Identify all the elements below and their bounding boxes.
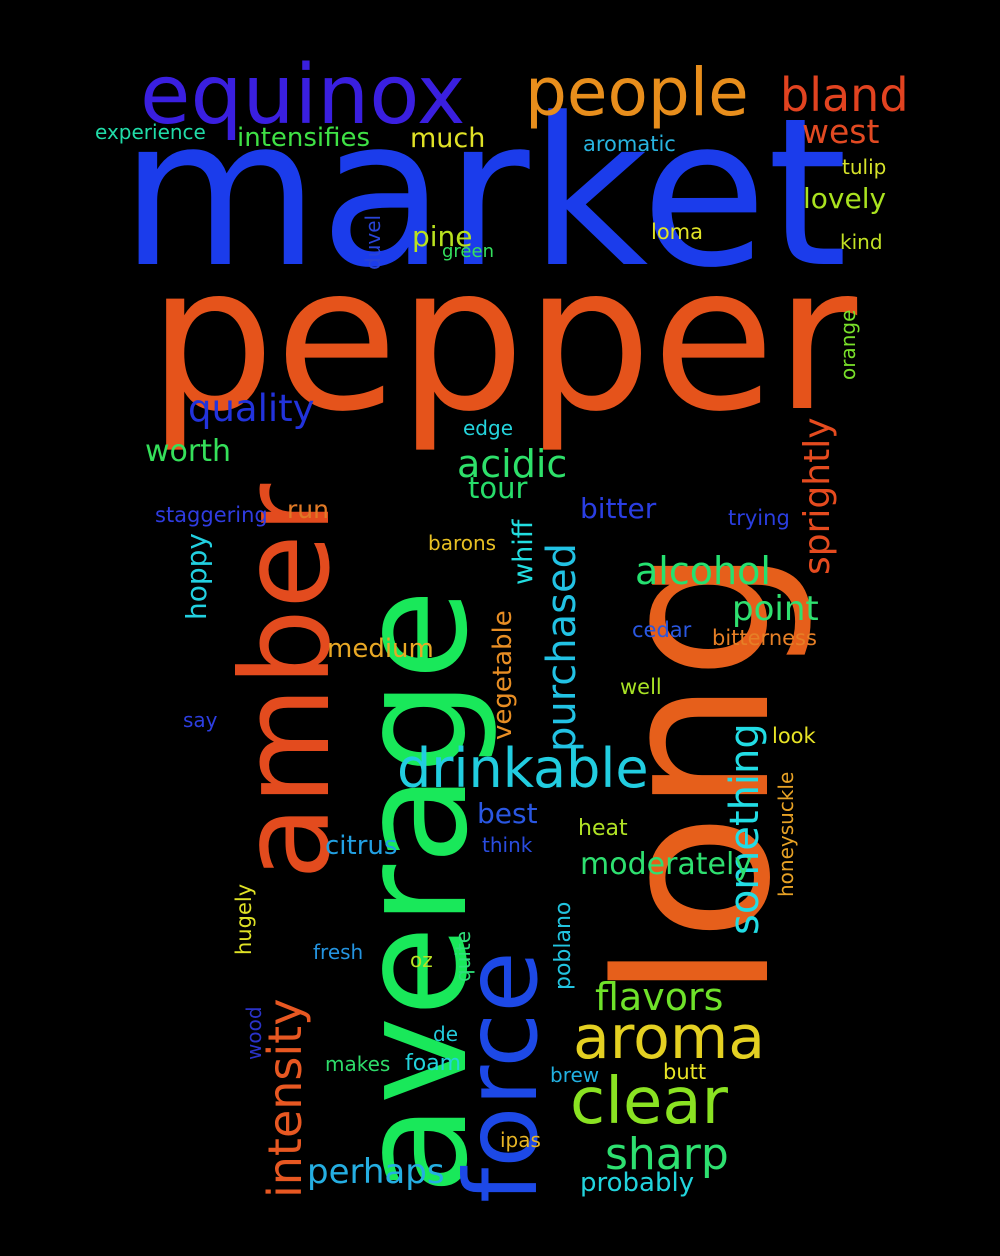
word-market: market xyxy=(120,75,848,313)
word-citrus: citrus xyxy=(325,831,398,861)
word-equinox: equinox xyxy=(140,48,466,143)
word-quality: quality xyxy=(188,387,315,430)
word-makes: makes xyxy=(325,1052,391,1076)
word-perhaps: perhaps xyxy=(307,1152,445,1192)
word-well: well xyxy=(620,675,662,699)
word-staggering: staggering xyxy=(155,503,268,527)
word-flavors: flavors xyxy=(595,975,724,1019)
word-something: something xyxy=(722,723,768,935)
word-quite: quite xyxy=(451,930,475,982)
word-probably: probably xyxy=(580,1168,695,1198)
word-alcohol: alcohol xyxy=(635,549,771,593)
word-run: run xyxy=(287,495,329,524)
word-fresh: fresh xyxy=(313,940,364,964)
word-lovely: lovely xyxy=(803,182,887,215)
word-pine: pine xyxy=(412,220,473,253)
word-worth: worth xyxy=(145,434,232,469)
word-oz: oz xyxy=(410,948,433,972)
word-look: look xyxy=(772,724,816,748)
word-people: people xyxy=(525,54,749,131)
word-trying: trying xyxy=(728,506,790,530)
word-edge: edge xyxy=(463,416,513,440)
word-amber: amber xyxy=(215,483,357,880)
word-loma: loma xyxy=(651,220,704,244)
word-aromatic: aromatic xyxy=(583,132,676,156)
word-bitterness: bitterness xyxy=(712,626,817,650)
word-vegetable: vegetable xyxy=(488,610,518,740)
word-pepper: pepper xyxy=(148,223,858,456)
word-ipas: ipas xyxy=(500,1128,541,1152)
word-de: de xyxy=(433,1022,458,1046)
word-green: green xyxy=(442,241,494,262)
word-think: think xyxy=(482,833,533,857)
word-heat: heat xyxy=(578,816,628,841)
word-purchased: purchased xyxy=(539,542,585,752)
word-wood: wood xyxy=(242,1006,266,1060)
word-aroma: aroma xyxy=(573,1003,766,1073)
word-best: best xyxy=(477,797,538,830)
word-clear: clear xyxy=(570,1065,728,1139)
word-whiff: whiff xyxy=(508,519,539,585)
word-barons: barons xyxy=(428,531,497,555)
word-hoppy: hoppy xyxy=(180,533,213,620)
word-brew: brew xyxy=(550,1063,600,1087)
word-sprightly: sprightly xyxy=(797,417,838,576)
word-west: west xyxy=(802,112,880,151)
word-moderately: moderately xyxy=(580,847,753,882)
word-cedar: cedar xyxy=(632,618,692,642)
word-poblano: poblano xyxy=(551,901,576,990)
word-butt: butt xyxy=(663,1060,707,1084)
word-tulip: tulip xyxy=(842,155,887,179)
word-point: point xyxy=(732,589,819,629)
word-orange: orange xyxy=(836,309,860,380)
word-force: force xyxy=(443,951,560,1203)
word-tour: tour xyxy=(468,471,528,505)
word-bitter: bitter xyxy=(580,492,657,525)
word-honeysuckle: honeysuckle xyxy=(774,771,798,897)
word-sharp: sharp xyxy=(605,1129,729,1180)
word-hugely: hugely xyxy=(232,883,256,955)
word-kind: kind xyxy=(840,230,883,254)
word-foam: foam xyxy=(405,1051,462,1076)
word-say: say xyxy=(183,708,218,732)
word-experience: experience xyxy=(95,120,206,144)
word-intensifies: intensifies xyxy=(237,123,371,153)
word-duvel: duvel xyxy=(361,214,385,270)
word-much: much xyxy=(410,123,486,154)
word-intensity: intensity xyxy=(258,998,312,1198)
word-drinkable: drinkable xyxy=(397,737,649,800)
word-bland: bland xyxy=(780,68,909,122)
word-medium: medium xyxy=(327,634,434,664)
word-acidic: acidic xyxy=(457,442,568,486)
